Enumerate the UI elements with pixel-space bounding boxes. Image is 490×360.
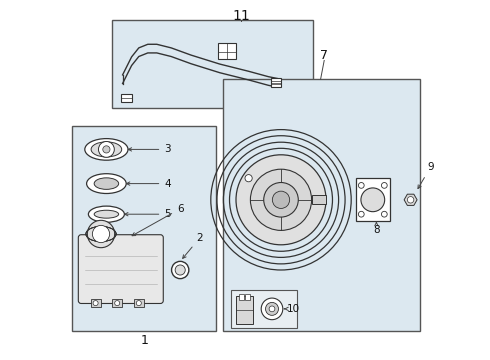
Circle shape	[98, 141, 114, 157]
FancyBboxPatch shape	[78, 235, 163, 303]
Circle shape	[407, 197, 414, 203]
Ellipse shape	[87, 174, 126, 194]
Bar	[426, 191, 442, 209]
Text: 3: 3	[128, 144, 171, 154]
Circle shape	[172, 261, 189, 279]
Text: 10: 10	[284, 304, 300, 314]
Polygon shape	[404, 194, 417, 206]
Text: 8: 8	[373, 222, 380, 235]
Bar	[218, 43, 236, 59]
Circle shape	[269, 306, 275, 312]
Circle shape	[361, 188, 385, 212]
Bar	[312, 195, 326, 204]
Text: 5: 5	[124, 209, 171, 219]
Ellipse shape	[85, 139, 128, 160]
Circle shape	[266, 302, 278, 315]
Circle shape	[264, 183, 298, 217]
Circle shape	[103, 146, 110, 153]
Text: 6: 6	[132, 204, 184, 236]
Circle shape	[93, 301, 98, 306]
Bar	[112, 299, 122, 307]
Ellipse shape	[94, 178, 119, 189]
Circle shape	[381, 183, 387, 188]
Circle shape	[358, 183, 364, 188]
Bar	[239, 294, 244, 300]
Bar	[245, 294, 250, 300]
Circle shape	[250, 169, 312, 230]
Bar	[91, 299, 100, 307]
Bar	[231, 290, 297, 328]
Text: 11: 11	[233, 9, 250, 23]
Bar	[112, 20, 314, 108]
Circle shape	[87, 220, 115, 248]
Circle shape	[92, 225, 110, 243]
Bar	[236, 296, 253, 324]
Ellipse shape	[91, 142, 122, 157]
Bar	[270, 78, 281, 87]
Circle shape	[245, 175, 252, 182]
Text: 1: 1	[140, 334, 148, 347]
Circle shape	[381, 211, 387, 217]
Bar	[72, 126, 216, 331]
Circle shape	[272, 191, 290, 208]
Circle shape	[115, 301, 120, 306]
Ellipse shape	[88, 206, 124, 222]
Circle shape	[136, 301, 141, 306]
Bar	[356, 178, 390, 221]
Circle shape	[236, 155, 326, 245]
Text: 7: 7	[320, 49, 328, 62]
Circle shape	[261, 298, 283, 320]
Text: 9: 9	[418, 162, 434, 189]
Bar	[223, 79, 419, 331]
Text: 4: 4	[126, 179, 171, 189]
Text: 2: 2	[183, 233, 203, 258]
Circle shape	[175, 265, 185, 275]
Circle shape	[358, 211, 364, 217]
Bar	[121, 94, 132, 102]
Ellipse shape	[94, 210, 119, 218]
Bar	[134, 299, 144, 307]
